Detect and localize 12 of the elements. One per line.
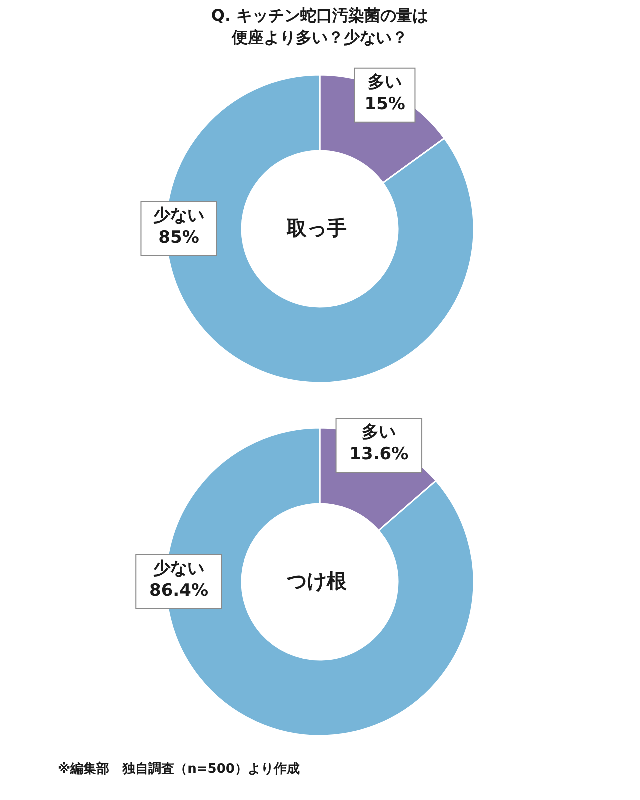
- text: ※編集部 独自調査（n=500）より作成: [58, 761, 300, 777]
- text: つけ根: [287, 569, 348, 593]
- slice-label: 多い: [368, 72, 402, 92]
- data-label: 85%: [158, 228, 200, 248]
- slice-label: 少ない: [154, 206, 204, 226]
- slice-label: 多い: [362, 422, 396, 442]
- data-label: 15%: [364, 94, 406, 114]
- data-label: 13.6%: [350, 444, 409, 464]
- text: 取っ手: [286, 216, 347, 240]
- slice-label: 少ない: [154, 559, 204, 579]
- data-label: 86.4%: [150, 581, 208, 601]
- chart-title: Q. キッチン蛇口汚染菌の量は便座より多い？少ない？: [211, 6, 429, 47]
